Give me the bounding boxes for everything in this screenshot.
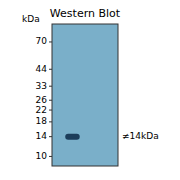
y-tick	[49, 86, 52, 87]
y-tick-label: 26	[36, 95, 48, 105]
y-axis-label: kDa	[22, 14, 40, 24]
y-tick	[49, 156, 52, 157]
y-tick	[49, 69, 52, 70]
y-tick-label: 22	[36, 105, 47, 115]
plot-area	[65, 134, 80, 140]
plot-frame	[52, 24, 118, 166]
annotation: ≠14kDa	[122, 131, 159, 141]
title: Western Blot	[50, 7, 121, 20]
y-tick	[49, 121, 52, 122]
y-tick-label: 33	[36, 81, 47, 91]
y-tick-label: 44	[36, 64, 48, 74]
y-tick	[49, 41, 52, 42]
chart: Western Blot kDa 70 44 33 262218 14 10 ≠14kDa	[0, 0, 180, 180]
y-tick	[49, 100, 52, 101]
y-tick-label: 18	[36, 116, 48, 126]
y-tick	[49, 110, 52, 111]
y-tick-label: 14	[36, 131, 48, 141]
y-tick-label: 70	[36, 36, 48, 46]
y-tick	[49, 136, 52, 137]
y-tick-label: 10	[36, 151, 48, 161]
band	[65, 134, 80, 140]
